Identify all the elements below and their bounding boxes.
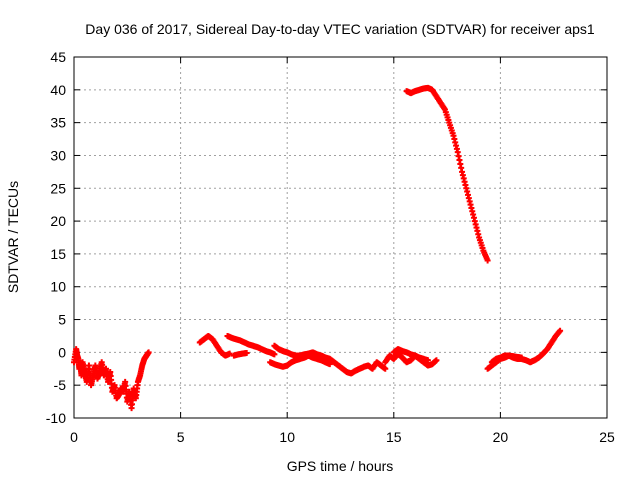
axis-ticks: 0 5 10 15 20 25 -10 -5 0 5 10 15 20 25 30 35 40 45 xyxy=(46,49,615,445)
x-tick-label: 0 xyxy=(70,429,78,445)
y-tick-label: 0 xyxy=(58,344,66,360)
y-tick-label: 30 xyxy=(50,147,66,163)
data-point xyxy=(226,350,233,357)
x-tick-label: 15 xyxy=(386,429,402,445)
data-point xyxy=(424,357,431,364)
chart-title: Day 036 of 2017, Sidereal Day-to-day VTE… xyxy=(85,21,595,37)
data-point xyxy=(326,361,333,368)
y-tick-label: 10 xyxy=(50,279,66,295)
data-point xyxy=(433,357,440,364)
x-axis-label: GPS time / hours xyxy=(287,458,394,474)
y-tick-label: 45 xyxy=(50,49,66,65)
y-tick-label: 40 xyxy=(50,82,66,98)
x-tick-label: 5 xyxy=(177,429,185,445)
data-point xyxy=(518,354,525,361)
x-tick-label: 20 xyxy=(493,429,509,445)
y-tick-label: -10 xyxy=(46,410,66,426)
y-tick-label: -5 xyxy=(54,377,67,393)
data-point xyxy=(382,365,389,372)
data-point xyxy=(243,350,250,357)
x-tick-label: 25 xyxy=(599,429,615,445)
grid xyxy=(74,57,607,418)
x-tick-label: 10 xyxy=(279,429,295,445)
y-tick-label: 20 xyxy=(50,213,66,229)
y-tick-label: 5 xyxy=(58,312,66,328)
data-point xyxy=(145,349,152,356)
y-tick-label: 25 xyxy=(50,180,66,196)
data-point xyxy=(557,327,564,334)
data-points xyxy=(71,84,564,412)
y-tick-label: 15 xyxy=(50,246,66,262)
data-point xyxy=(271,351,278,358)
data-point xyxy=(484,257,491,264)
y-tick-label: 35 xyxy=(50,115,66,131)
plot-frame xyxy=(73,56,608,419)
y-axis-label: SDTVAR / TECUs xyxy=(5,181,21,293)
